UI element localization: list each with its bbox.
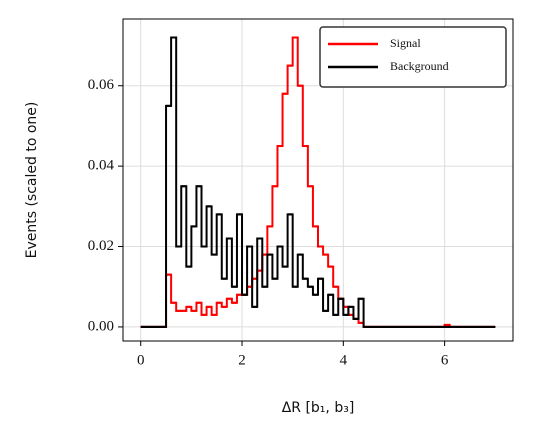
- legend-label: Signal: [390, 36, 421, 50]
- y-tick-label: 0.00: [88, 318, 114, 334]
- x-tick-label: 2: [238, 352, 246, 368]
- x-axis-label: ΔR [b₁, b₃]: [282, 400, 355, 416]
- legend-label: Background: [390, 59, 449, 73]
- y-tick-label: 0.06: [88, 77, 115, 93]
- y-axis-label: Events (scaled to one): [24, 102, 40, 259]
- y-tick-label: 0.02: [88, 238, 114, 254]
- legend-box: [319, 26, 507, 88]
- y-tick-label: 0.04: [88, 158, 115, 174]
- plot-frame: [122, 18, 514, 342]
- x-tick-label: 0: [137, 352, 145, 368]
- x-tick-label: 6: [441, 352, 449, 368]
- x-tick-label: 4: [340, 352, 348, 368]
